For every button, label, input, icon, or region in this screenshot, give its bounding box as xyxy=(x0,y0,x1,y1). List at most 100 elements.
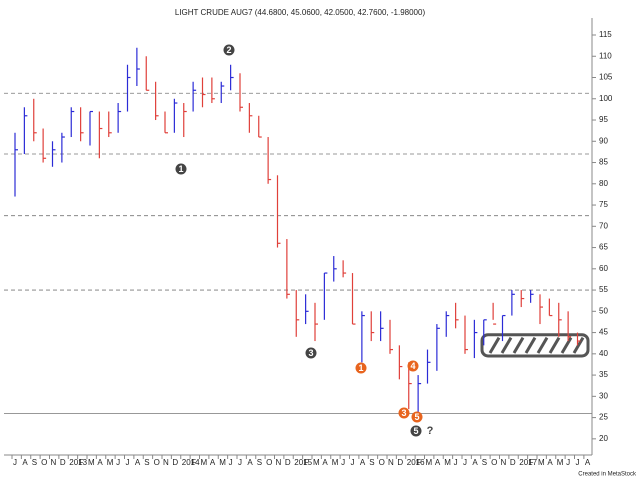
x-tick-label: M xyxy=(107,458,114,467)
x-tick-label: F xyxy=(529,458,534,467)
y-tick-label: 30 xyxy=(599,391,608,400)
x-tick-label: 2013 xyxy=(69,458,87,467)
x-tick-label: A xyxy=(322,458,328,467)
y-tick-label: 80 xyxy=(599,179,608,188)
x-tick-label: N xyxy=(388,458,394,467)
y-tick-label: 55 xyxy=(599,285,608,294)
y-tick-label: 115 xyxy=(599,30,612,39)
y-tick-label: 70 xyxy=(599,221,608,230)
x-tick-label: O xyxy=(491,458,497,467)
x-tick-label: M xyxy=(313,458,320,467)
x-tick-label: F xyxy=(191,458,196,467)
x-tick-label: O xyxy=(379,458,385,467)
x-tick-label: A xyxy=(585,458,591,467)
y-tick-label: 35 xyxy=(599,370,608,379)
x-tick-label: M xyxy=(557,458,564,467)
x-tick-label: N xyxy=(163,458,169,467)
annotation-label: ? xyxy=(427,425,434,437)
x-tick-label: D xyxy=(285,458,291,467)
x-tick-label: J xyxy=(238,458,242,467)
chart-title: LIGHT CRUDE AUG7 (44.6800, 45.0600, 42.0… xyxy=(175,8,426,17)
annotation-marker xyxy=(223,44,235,56)
x-tick-label: D xyxy=(60,458,66,467)
x-tick-label: M xyxy=(201,458,208,467)
zone-hatch xyxy=(536,336,549,354)
x-tick-label: J xyxy=(126,458,130,467)
x-tick-label: J xyxy=(566,458,570,467)
x-tick-label: N xyxy=(276,458,282,467)
x-tick-label: J xyxy=(351,458,355,467)
x-tick-label: 2017 xyxy=(519,458,537,467)
target-zone xyxy=(480,333,590,358)
x-tick-label: S xyxy=(32,458,37,467)
x-tick-label: J xyxy=(454,458,458,467)
annotation-label: 3 xyxy=(401,408,406,418)
annotation-marker xyxy=(305,347,317,359)
zone-hatch xyxy=(572,336,585,354)
annotation-label: 3 xyxy=(308,348,313,358)
x-tick-label: M xyxy=(332,458,339,467)
zone-hatch xyxy=(524,336,537,354)
y-tick-label: 75 xyxy=(599,200,608,209)
x-tick-label: O xyxy=(266,458,272,467)
annotation-label: 2 xyxy=(226,45,231,55)
x-tick-label: A xyxy=(97,458,103,467)
x-tick-label: D xyxy=(510,458,516,467)
x-tick-label: A xyxy=(247,458,253,467)
x-tick-label: D xyxy=(397,458,403,467)
annotation-marker xyxy=(175,163,187,175)
y-tick-label: 25 xyxy=(599,413,608,422)
y-tick-label: 100 xyxy=(599,94,613,103)
x-tick-label: A xyxy=(472,458,478,467)
x-tick-label: A xyxy=(547,458,553,467)
annotation-marker xyxy=(355,362,367,374)
x-tick-label: S xyxy=(369,458,374,467)
x-tick-label: M xyxy=(88,458,95,467)
x-tick-label: O xyxy=(41,458,47,467)
y-tick-label: 85 xyxy=(599,158,608,167)
x-tick-label: J xyxy=(229,458,233,467)
annotation-label: 5 xyxy=(413,426,418,436)
x-tick-label: S xyxy=(482,458,487,467)
footnote: Created in MetaStock xyxy=(578,472,637,478)
x-tick-label: J xyxy=(576,458,580,467)
x-tick-label: J xyxy=(341,458,345,467)
y-tick-label: 50 xyxy=(599,306,608,315)
y-tick-label: 20 xyxy=(599,434,608,443)
annotation-marker xyxy=(398,407,410,419)
x-tick-label: M xyxy=(444,458,451,467)
x-tick-label: M xyxy=(219,458,226,467)
x-tick-label: S xyxy=(257,458,262,467)
x-tick-label: A xyxy=(435,458,441,467)
y-tick-label: 65 xyxy=(599,243,608,252)
y-tick-label: 45 xyxy=(599,328,608,337)
zone-hatch xyxy=(488,336,501,354)
x-tick-label: F xyxy=(416,458,421,467)
x-tick-label: N xyxy=(501,458,507,467)
y-tick-label: 95 xyxy=(599,115,608,124)
annotation-marker xyxy=(411,411,423,423)
x-tick-label: J xyxy=(116,458,120,467)
x-tick-label: 2016 xyxy=(407,458,425,467)
y-tick-label: 105 xyxy=(599,73,613,82)
x-tick-label: 2014 xyxy=(182,458,200,467)
y-tick-label: 60 xyxy=(599,264,608,273)
x-tick-label: N xyxy=(51,458,57,467)
x-tick-label: M xyxy=(538,458,545,467)
x-tick-label: A xyxy=(360,458,366,467)
x-tick-label: 2015 xyxy=(294,458,312,467)
y-tick-label: 110 xyxy=(599,51,612,60)
zone-hatch xyxy=(512,336,525,354)
x-tick-label: F xyxy=(304,458,309,467)
x-tick-label: D xyxy=(172,458,178,467)
zone-hatch xyxy=(500,336,513,354)
y-tick-label: 40 xyxy=(599,349,608,358)
x-tick-label: J xyxy=(13,458,17,467)
y-tick-label: 90 xyxy=(599,136,608,145)
x-tick-label: A xyxy=(135,458,141,467)
zone-hatch xyxy=(548,336,561,354)
annotation-label: 1 xyxy=(358,363,363,373)
x-tick-label: M xyxy=(426,458,433,467)
x-tick-label: S xyxy=(144,458,149,467)
